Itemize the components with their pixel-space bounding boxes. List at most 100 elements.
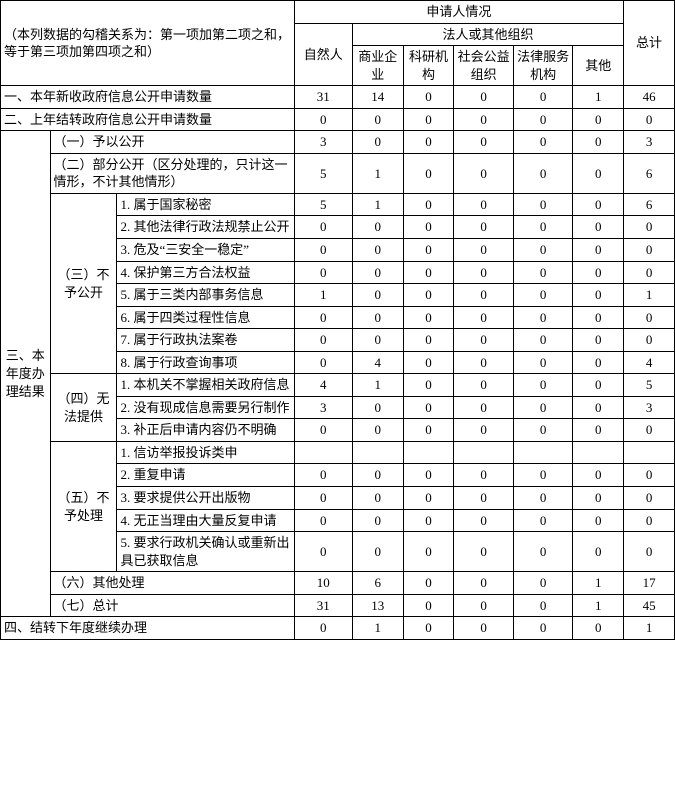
cell <box>294 441 352 464</box>
cell: 0 <box>294 487 352 510</box>
cell: 0 <box>573 464 624 487</box>
cell: 0 <box>454 374 513 397</box>
cell: 0 <box>403 239 454 262</box>
cell: 0 <box>454 509 513 532</box>
cell: 1 <box>352 153 403 193</box>
cell: 1 <box>573 572 624 595</box>
label: 3. 补正后申请内容仍不明确 <box>117 419 294 442</box>
label: 四、结转下年度继续办理 <box>1 617 295 640</box>
cell: 0 <box>294 329 352 352</box>
cell: 0 <box>352 509 403 532</box>
cell: 0 <box>352 239 403 262</box>
cell: 31 <box>294 594 352 617</box>
cell: 5 <box>624 374 675 397</box>
label: 1. 属于国家秘密 <box>117 193 294 216</box>
cell: 0 <box>403 329 454 352</box>
cell: 0 <box>513 131 572 154</box>
cell: 0 <box>454 572 513 595</box>
cell: 0 <box>513 306 572 329</box>
cell: 0 <box>454 306 513 329</box>
label: 4. 无正当理由大量反复申请 <box>117 509 294 532</box>
cell: 0 <box>513 572 572 595</box>
cell: 0 <box>352 464 403 487</box>
header-legal-0: 商业企业 <box>352 46 403 86</box>
cell: 0 <box>454 86 513 109</box>
cell: 0 <box>403 419 454 442</box>
cell: 0 <box>573 617 624 640</box>
cell: 0 <box>513 419 572 442</box>
cell <box>573 441 624 464</box>
cell: 0 <box>454 108 513 131</box>
label: 5. 要求行政机关确认或重新出具已获取信息 <box>117 532 294 572</box>
label: 8. 属于行政查询事项 <box>117 351 294 374</box>
header-legal-3: 法律服务机构 <box>513 46 572 86</box>
cell: 0 <box>513 108 572 131</box>
cell: 0 <box>352 419 403 442</box>
label: 7. 属于行政执法案卷 <box>117 329 294 352</box>
cell: 0 <box>573 239 624 262</box>
cell: 0 <box>573 261 624 284</box>
cell: 3 <box>624 131 675 154</box>
cell: 0 <box>513 329 572 352</box>
label: （六）其他处理 <box>50 572 294 595</box>
label: 4. 保护第三方合法权益 <box>117 261 294 284</box>
cell: 0 <box>624 306 675 329</box>
cell: 14 <box>352 86 403 109</box>
cell: 0 <box>454 329 513 352</box>
cell: 0 <box>513 86 572 109</box>
cell: 0 <box>403 261 454 284</box>
cell: 0 <box>454 193 513 216</box>
cell: 0 <box>513 509 572 532</box>
cell: 0 <box>294 464 352 487</box>
label: 2. 其他法律行政法规禁止公开 <box>117 216 294 239</box>
cell: 0 <box>403 108 454 131</box>
cell: 0 <box>403 374 454 397</box>
cell: 31 <box>294 86 352 109</box>
cell: 0 <box>573 329 624 352</box>
cell: 10 <box>294 572 352 595</box>
cell <box>352 441 403 464</box>
cell: 0 <box>573 108 624 131</box>
cell <box>454 441 513 464</box>
cell: 0 <box>403 532 454 572</box>
header-legal-1: 科研机构 <box>403 46 454 86</box>
label: （一）予以公开 <box>50 131 294 154</box>
cell: 0 <box>403 86 454 109</box>
cell: 0 <box>513 464 572 487</box>
cell: 5 <box>294 193 352 216</box>
label: 3. 危及“三安全一稳定” <box>117 239 294 262</box>
cell: 0 <box>454 131 513 154</box>
cell: 0 <box>513 193 572 216</box>
cell: 0 <box>513 216 572 239</box>
cell: 0 <box>352 487 403 510</box>
cell <box>403 441 454 464</box>
cell: 0 <box>403 464 454 487</box>
cell: 0 <box>624 464 675 487</box>
cell: 0 <box>454 532 513 572</box>
row-g3-0: （三）不予公开 1. 属于国家秘密 5 1 0 0 0 0 6 <box>1 193 675 216</box>
cell: 6 <box>624 193 675 216</box>
cell: 3 <box>294 396 352 419</box>
cell: 0 <box>294 509 352 532</box>
cell: 0 <box>403 396 454 419</box>
row-carried-over: 二、上年结转政府信息公开申请数量 0 0 0 0 0 0 0 <box>1 108 675 131</box>
cell: 0 <box>513 594 572 617</box>
cell: 0 <box>513 153 572 193</box>
cell: 1 <box>624 284 675 307</box>
cell: 0 <box>513 487 572 510</box>
cell: 13 <box>352 594 403 617</box>
cell: 0 <box>352 131 403 154</box>
cell: 0 <box>352 532 403 572</box>
row-new-applications: 一、本年新收政府信息公开申请数量 31 14 0 0 0 1 46 <box>1 86 675 109</box>
cell: 0 <box>352 216 403 239</box>
cell: 0 <box>454 617 513 640</box>
cell: 0 <box>454 487 513 510</box>
cell: 0 <box>624 239 675 262</box>
cell: 1 <box>573 594 624 617</box>
label: 1. 信访举报投诉类申 <box>117 441 294 464</box>
row-g5-0: （五）不予处理 1. 信访举报投诉类申 <box>1 441 675 464</box>
cell: 0 <box>294 306 352 329</box>
cell: 0 <box>454 464 513 487</box>
cell: 0 <box>624 509 675 532</box>
cell: 0 <box>454 239 513 262</box>
